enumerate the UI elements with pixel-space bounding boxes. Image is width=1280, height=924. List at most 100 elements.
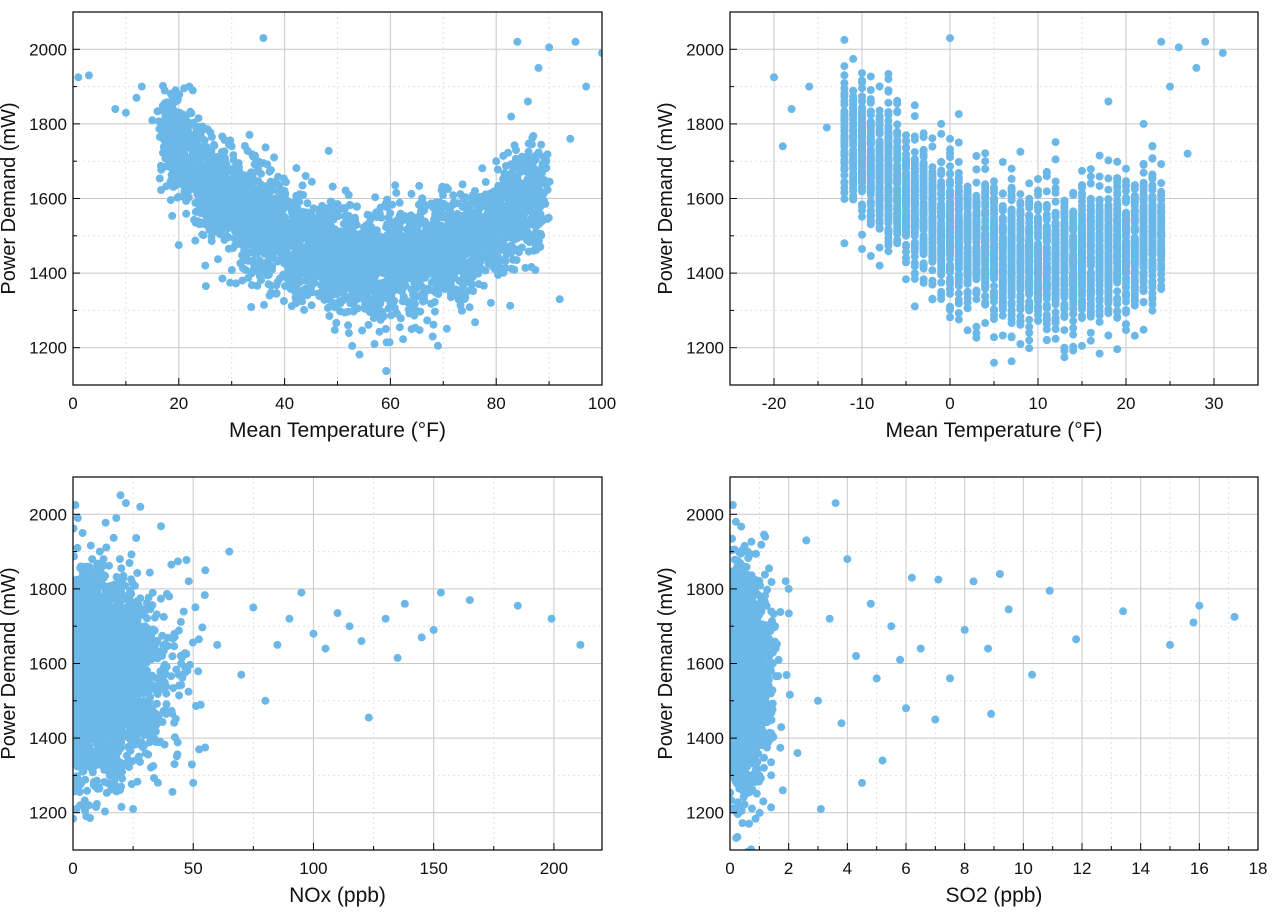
scatter-point	[582, 83, 590, 91]
scatter-point	[527, 173, 535, 181]
scatter-point	[280, 220, 288, 228]
scatter-point	[261, 190, 269, 198]
scatter-point	[911, 112, 919, 120]
scatter-point	[133, 94, 141, 102]
scatter-point	[499, 175, 507, 183]
scatter-point	[225, 193, 233, 201]
scatter-point	[299, 261, 307, 269]
scatter-point	[396, 323, 404, 331]
scatter-point	[416, 326, 424, 334]
scatter-point	[529, 160, 537, 168]
scatter-point	[350, 231, 358, 239]
scatter-point	[431, 298, 439, 306]
scatter-point	[466, 221, 474, 229]
scatter-point	[408, 251, 416, 259]
scatter-point	[486, 209, 494, 217]
scatter-point	[311, 279, 319, 287]
scatter-point	[267, 166, 275, 174]
scatter-point	[308, 178, 316, 186]
scatter-point	[344, 321, 352, 329]
scatter-point	[171, 98, 179, 106]
scatter-point	[348, 342, 356, 350]
scatter-point	[218, 275, 226, 283]
scatter-point	[257, 170, 265, 178]
scatter-point	[356, 351, 364, 359]
scatter-point	[253, 263, 261, 271]
scatter-point	[191, 237, 199, 245]
scatter-point	[312, 268, 320, 276]
scatter-point	[293, 276, 301, 284]
scatter-point	[371, 193, 379, 201]
scatter-point	[386, 299, 394, 307]
scatter-point	[503, 250, 511, 258]
scatter-point	[408, 242, 416, 250]
scatter-point	[1043, 187, 1051, 195]
scatter-point	[343, 217, 351, 225]
scatter-point	[429, 333, 437, 341]
y-tick-label: 1600	[29, 190, 67, 209]
scatter-point	[478, 164, 486, 172]
scatter-point	[386, 209, 394, 217]
scatter-point	[858, 245, 866, 253]
scatter-point	[250, 169, 258, 177]
scatter-point	[327, 198, 335, 206]
scatter-point	[508, 265, 516, 273]
scatter-point	[184, 118, 192, 126]
scatter-point	[325, 312, 333, 320]
scatter-point	[434, 342, 442, 350]
scatter-point	[471, 318, 479, 326]
scatter-point	[365, 321, 373, 329]
scatter-point	[556, 295, 564, 303]
scatter-point	[168, 212, 176, 220]
scatter-point	[524, 98, 532, 106]
scatter-point	[528, 134, 536, 142]
scatter-point	[263, 200, 271, 208]
scatter-point	[397, 247, 405, 255]
scatter-point	[185, 83, 193, 91]
scatter-point	[342, 187, 350, 195]
x-tick-label: 100	[588, 394, 616, 413]
y-tick-label: 1400	[29, 264, 67, 283]
scatter-point	[449, 191, 457, 199]
scatter-point	[280, 297, 288, 305]
scatter-point	[521, 264, 529, 272]
scatter-point	[451, 234, 459, 242]
scatter-point	[356, 244, 364, 252]
scatter-point	[246, 131, 254, 139]
scatter-point	[546, 178, 554, 186]
scatter-point	[376, 328, 384, 336]
scatter-point	[257, 276, 265, 284]
scatter-point	[858, 231, 866, 239]
scatter-point	[380, 234, 388, 242]
scatter-point	[226, 214, 234, 222]
scatter-point	[530, 153, 538, 161]
scatter-point	[360, 258, 368, 266]
scatter-point	[1087, 165, 1095, 173]
scatter-point	[247, 303, 255, 311]
scatter-point	[469, 196, 477, 204]
scatter-point	[499, 239, 507, 247]
scatter-point	[341, 309, 349, 317]
scatter-point	[471, 269, 479, 277]
scatter-point	[858, 69, 866, 77]
scatter-point	[264, 226, 272, 234]
y-tick-label: 1800	[29, 115, 67, 134]
scatter-point	[228, 142, 236, 150]
scatter-point	[408, 190, 416, 198]
scatter-point	[499, 152, 507, 160]
scatter-point	[999, 190, 1007, 198]
scatter-point	[251, 160, 259, 168]
scatter-point	[246, 220, 254, 228]
scatter-point	[365, 219, 373, 227]
scatter-point	[220, 177, 228, 185]
scatter-point	[346, 201, 354, 209]
scatter-point	[431, 308, 439, 316]
scatter-point	[370, 314, 378, 322]
scatter-point	[224, 223, 232, 231]
scatter-point	[194, 217, 202, 225]
scatter-point	[387, 281, 395, 289]
scatter-point	[292, 164, 300, 172]
scatter-point	[329, 183, 337, 191]
scatter-point	[289, 223, 297, 231]
scatter-point	[337, 247, 345, 255]
